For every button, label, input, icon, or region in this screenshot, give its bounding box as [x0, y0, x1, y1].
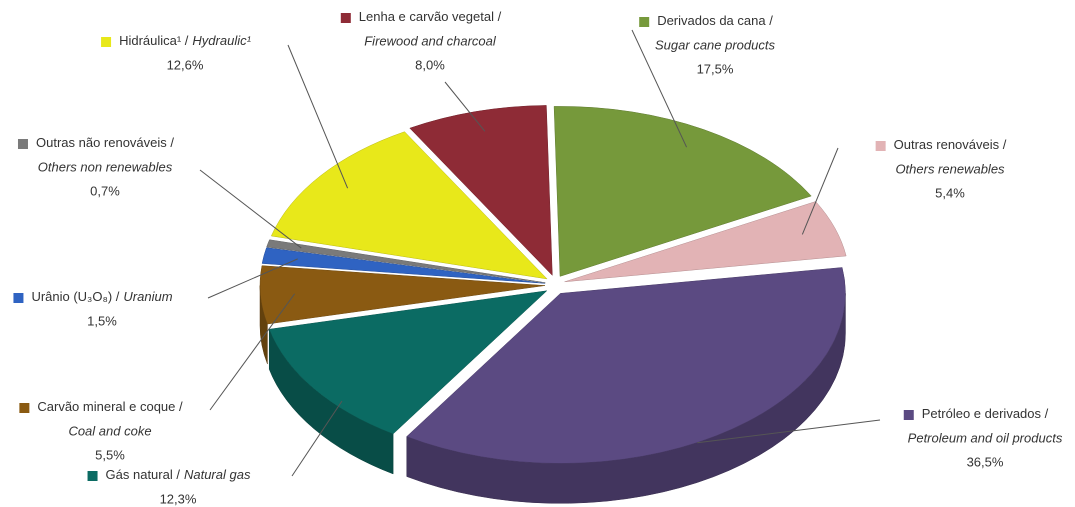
leader-line — [801, 147, 839, 235]
legend-swatch — [13, 293, 24, 303]
category-label-en: Hydraulic¹ — [192, 33, 251, 48]
category-label-en: Firewood and charcoal — [364, 33, 497, 48]
value-label: 12,3% — [160, 491, 197, 506]
value-label: 5,4% — [935, 185, 965, 200]
category-label: Gás natural / — [106, 467, 181, 482]
category-label: Outras não renováveis / — [36, 135, 174, 150]
label-line: Petróleo e derivados / — [922, 406, 1049, 421]
slice-label: Carvão mineral e coque / Coal and coke 5,5… — [19, 399, 183, 462]
legend-swatch — [903, 410, 914, 420]
label-line: Urânio (U₃O₈) / Uranium — [31, 289, 172, 304]
label-line: Outras não renováveis / — [36, 135, 174, 150]
label-line: Lenha e carvão vegetal / — [359, 9, 502, 24]
category-label: Outras renováveis / — [894, 137, 1007, 152]
value-label: 12,6% — [167, 57, 204, 72]
slice — [553, 106, 812, 277]
slice — [266, 239, 546, 283]
leader-line — [444, 81, 486, 132]
legend-swatch — [875, 141, 886, 151]
slice-label: Outras renováveis / Others renewables 5,4% — [875, 137, 1007, 200]
legend-swatch — [101, 37, 112, 47]
category-label: Lenha e carvão vegetal / — [359, 9, 502, 24]
category-label: Derivados da cana / — [657, 13, 773, 28]
legend-swatch — [17, 139, 28, 149]
leader-line — [207, 258, 298, 299]
category-label-en: Others non renewables — [38, 159, 173, 174]
legend-swatch — [87, 471, 98, 481]
category-label: Urânio (U₃O₈) / — [31, 289, 119, 304]
leader-line — [199, 169, 302, 249]
slice-label: Urânio (U₃O₈) / Uranium 1,5% — [13, 289, 173, 328]
slice-label: Derivados da cana / Sugar cane products 17… — [639, 13, 775, 76]
slice-label: Petróleo e derivados / Petroleum and oil … — [903, 406, 1063, 469]
category-label-en: Petroleum and oil products — [908, 430, 1063, 445]
leader-line — [209, 293, 296, 411]
leader-line — [291, 400, 343, 477]
label-line: Outras renováveis / — [894, 137, 1007, 152]
slice-label: Gás natural / Natural gas 12,3% — [87, 467, 251, 506]
leader-line — [287, 44, 349, 189]
label-line: Carvão mineral e coque / — [37, 399, 183, 414]
category-label-en: Sugar cane products — [655, 37, 775, 52]
slice-label: Hidráulica¹ / Hydraulic¹ 12,6% — [101, 33, 252, 72]
value-label: 0,7% — [90, 183, 120, 198]
category-label-en: Coal and coke — [68, 423, 151, 438]
value-label: 1,5% — [87, 313, 117, 328]
category-label-en: Uranium — [123, 289, 172, 304]
value-label: 36,5% — [967, 454, 1004, 469]
leader-line — [631, 29, 688, 148]
slice-label: Outras não renováveis / Others non renewa… — [17, 135, 174, 198]
category-label-en: Natural gas — [184, 467, 251, 482]
value-label: 8,0% — [415, 57, 445, 72]
category-label: Carvão mineral e coque / — [37, 399, 183, 414]
category-label-en: Others renewables — [895, 161, 1005, 176]
leader-line — [697, 419, 881, 444]
legend-swatch — [19, 403, 30, 413]
slice — [268, 290, 548, 435]
slice — [406, 267, 846, 464]
slice — [409, 105, 553, 277]
category-label: Petróleo e derivados / — [922, 406, 1049, 421]
value-label: 17,5% — [697, 61, 734, 76]
legend-swatch — [340, 13, 351, 23]
slice — [259, 265, 546, 325]
value-label: 5,5% — [95, 447, 125, 462]
category-label: Hidráulica¹ / — [119, 33, 189, 48]
label-line: Gás natural / Natural gas — [106, 467, 251, 482]
label-line: Derivados da cana / — [657, 13, 773, 28]
label-line: Hidráulica¹ / Hydraulic¹ — [119, 33, 252, 48]
slice — [261, 247, 546, 284]
slice — [270, 131, 548, 280]
slice-label: Lenha e carvão vegetal / Firewood and cha… — [340, 9, 502, 72]
legend-swatch — [639, 17, 650, 27]
